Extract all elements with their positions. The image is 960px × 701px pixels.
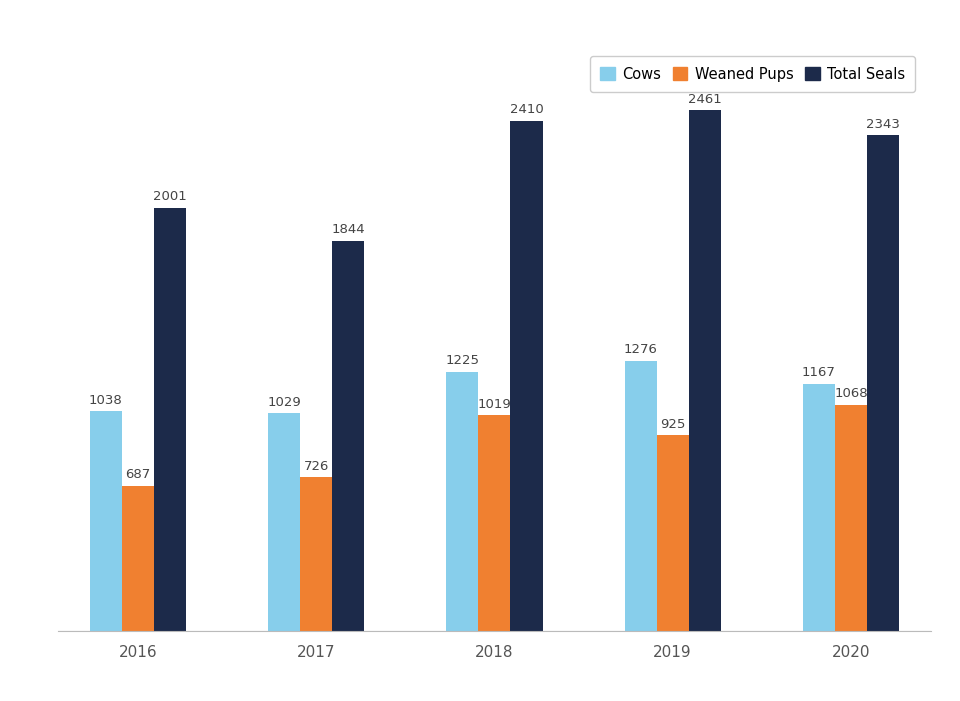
Text: 2343: 2343 (866, 118, 900, 130)
Text: 1225: 1225 (445, 354, 479, 367)
Bar (154, 207, 186, 631)
Text: 1029: 1029 (267, 395, 300, 409)
Bar (122, 486, 154, 631)
Bar (625, 361, 657, 631)
Bar (478, 415, 511, 631)
Bar (867, 135, 900, 631)
Text: 726: 726 (303, 460, 329, 472)
Text: 2461: 2461 (688, 93, 722, 106)
Bar (332, 240, 364, 631)
Text: 687: 687 (125, 468, 151, 481)
Bar (268, 413, 300, 631)
Text: 2410: 2410 (510, 103, 543, 116)
Text: 2001: 2001 (153, 190, 187, 203)
Bar (446, 372, 478, 631)
Text: 1019: 1019 (477, 397, 512, 411)
Text: 925: 925 (660, 418, 685, 430)
Bar (657, 435, 688, 631)
Text: 1844: 1844 (331, 223, 365, 236)
Bar (688, 110, 721, 631)
Bar (89, 411, 122, 631)
Text: 1038: 1038 (89, 394, 123, 407)
Bar (803, 384, 835, 631)
Text: 1167: 1167 (802, 367, 836, 379)
Bar (511, 121, 542, 631)
Bar (300, 477, 332, 631)
Text: 1276: 1276 (624, 343, 658, 356)
Text: 1068: 1068 (834, 387, 868, 400)
Legend: Cows, Weaned Pups, Total Seals: Cows, Weaned Pups, Total Seals (590, 56, 915, 92)
Bar (835, 405, 867, 631)
